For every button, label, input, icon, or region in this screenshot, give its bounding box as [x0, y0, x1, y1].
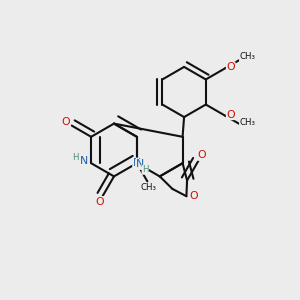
Text: O: O — [190, 191, 198, 201]
Text: CH₃: CH₃ — [239, 118, 256, 127]
Text: O: O — [197, 150, 206, 160]
Text: N: N — [133, 158, 141, 168]
Text: H: H — [142, 165, 148, 174]
Text: N: N — [80, 156, 88, 167]
Text: CH₃: CH₃ — [239, 52, 256, 61]
Text: O: O — [95, 196, 104, 207]
Text: O: O — [226, 110, 235, 120]
Text: O: O — [226, 62, 235, 72]
Text: O: O — [61, 117, 70, 127]
Text: N: N — [136, 159, 144, 170]
Text: H: H — [72, 153, 79, 162]
Text: CH₃: CH₃ — [141, 184, 157, 193]
